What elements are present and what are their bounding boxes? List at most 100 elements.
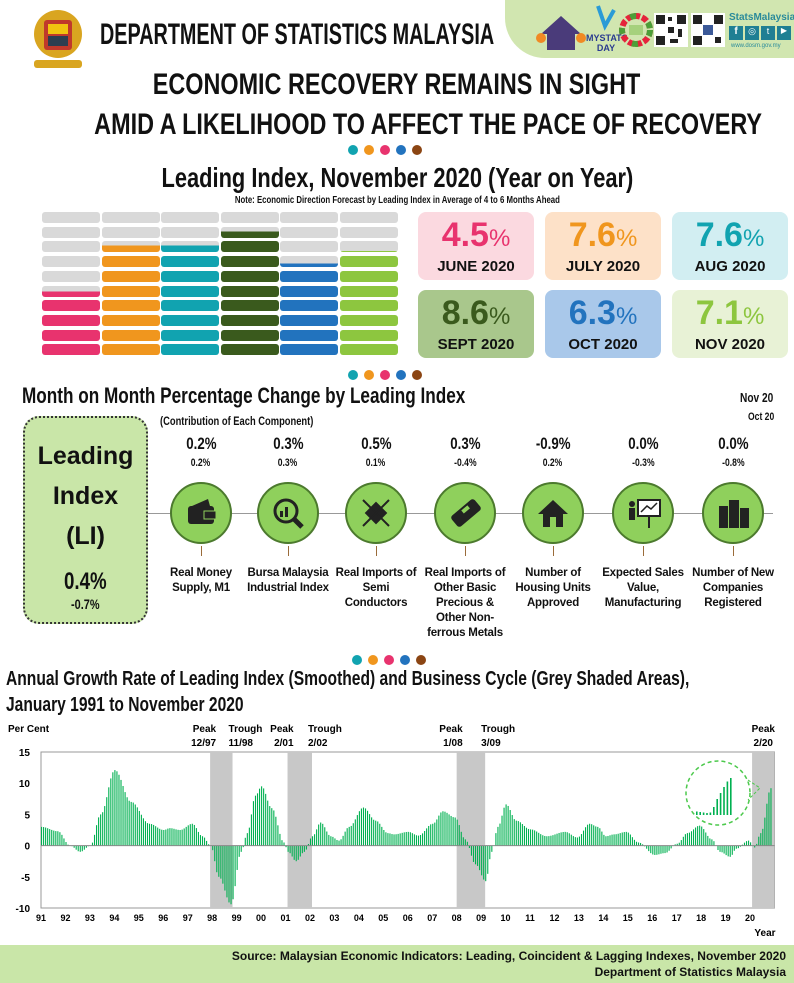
bar (161, 829, 163, 846)
zoom-callout-bar (709, 812, 712, 815)
y-tick-label: 5 (24, 810, 30, 821)
gauge-july-2020 (101, 212, 160, 358)
component-values-number-of-housing-units-approved: -0.9% 0.2% (510, 434, 596, 469)
bar (214, 845, 216, 862)
bar (589, 823, 591, 846)
peak-date: 2/01 (274, 738, 294, 749)
y-tick-label: 0 (24, 842, 30, 853)
bar (362, 807, 365, 846)
bar (633, 839, 636, 846)
youtube-icon[interactable]: ▶ (777, 26, 791, 40)
bar (240, 845, 242, 852)
bar (532, 829, 534, 846)
gauge-segment (42, 241, 100, 253)
bar (43, 827, 45, 846)
yoy-value: 4.5% (441, 216, 511, 254)
bar (554, 834, 556, 846)
bar (222, 845, 224, 884)
qr-code-facebook[interactable] (691, 13, 725, 47)
bar (140, 814, 142, 846)
peak-label: Peak (439, 724, 463, 735)
yoy-value: 6.3% (568, 294, 638, 332)
bar (725, 845, 727, 856)
bar (41, 826, 43, 846)
gauge-segment (280, 270, 338, 282)
bar (279, 833, 281, 846)
x-tick-label: 00 (256, 913, 266, 923)
gauge-segment (101, 212, 160, 223)
x-tick-label: 98 (207, 913, 217, 923)
bar (261, 786, 263, 846)
bar (546, 836, 548, 846)
bar (201, 836, 204, 846)
x-axis-label: Year (754, 928, 775, 939)
bar (599, 828, 601, 846)
bar (142, 818, 144, 846)
instagram-icon[interactable]: ◎ (745, 26, 759, 40)
component-values-bursa-malaysia-industrial-index: 0.3% 0.3% (245, 434, 331, 469)
bar (462, 837, 464, 846)
bar (658, 845, 660, 855)
bar (167, 828, 169, 846)
y-tick-label: -5 (21, 873, 30, 884)
component-current: 0.2% (185, 434, 217, 453)
bar (764, 817, 766, 846)
trough-label: Trough (308, 724, 342, 735)
bar (474, 845, 477, 865)
bar (574, 837, 576, 846)
legend-previous: Oct 20 (748, 411, 775, 423)
component-label: Real Money Supply, M1 (170, 567, 232, 594)
bar (542, 835, 544, 846)
gauge-segment (101, 285, 160, 297)
bar (220, 845, 222, 879)
x-tick-label: 16 (647, 913, 657, 923)
bar (159, 828, 161, 846)
bar (356, 815, 358, 846)
bar (686, 833, 688, 846)
dot (400, 655, 410, 665)
bar (285, 845, 287, 848)
qr-code[interactable] (654, 13, 688, 47)
bar (603, 834, 605, 846)
facebook-icon[interactable]: f (729, 26, 743, 40)
bar (424, 831, 426, 846)
x-tick-label: 08 (452, 913, 462, 923)
yoy-card: 4.5% JUNE 2020 (418, 212, 534, 280)
bar (389, 833, 391, 846)
bar (739, 845, 741, 847)
bar (132, 802, 134, 846)
yoy-card: 7.6% JULY 2020 (545, 212, 661, 280)
mystats-day-logo (596, 5, 616, 31)
bar (499, 823, 501, 846)
x-tick-label: 04 (354, 913, 364, 923)
yoy-month: AUG 2020 (694, 258, 766, 275)
gauge-segment (101, 270, 160, 282)
bar (401, 832, 403, 846)
bar (244, 837, 246, 846)
component-label: Number of New Companies Registered (692, 567, 774, 609)
bar (206, 840, 208, 846)
bar (521, 824, 523, 846)
legend-current: Nov 20 (740, 390, 774, 405)
bar (697, 826, 699, 846)
website-link[interactable]: www.dosm.gov.my (731, 43, 781, 49)
gauge-segment (42, 344, 100, 356)
bar (297, 845, 299, 860)
presentation-icon (612, 482, 674, 544)
twitter-icon[interactable]: t (761, 26, 775, 40)
bar (309, 838, 312, 846)
x-tick-label: 01 (280, 913, 290, 923)
bar (51, 829, 53, 846)
dot (396, 370, 406, 380)
stats-malaysia-brand: StatsMalaysia (729, 12, 794, 23)
gauge-segment (280, 212, 338, 223)
bar (523, 825, 525, 846)
recession-band (287, 752, 312, 908)
component-label: Real Imports of Other Basic Precious & O… (424, 567, 506, 639)
census-2020-logo (536, 16, 586, 50)
trough-date: 3/09 (481, 738, 501, 749)
bar (454, 817, 456, 846)
sdg-wheel-logo (619, 13, 653, 47)
y-tick-label: -10 (16, 904, 31, 915)
bar (703, 829, 705, 846)
